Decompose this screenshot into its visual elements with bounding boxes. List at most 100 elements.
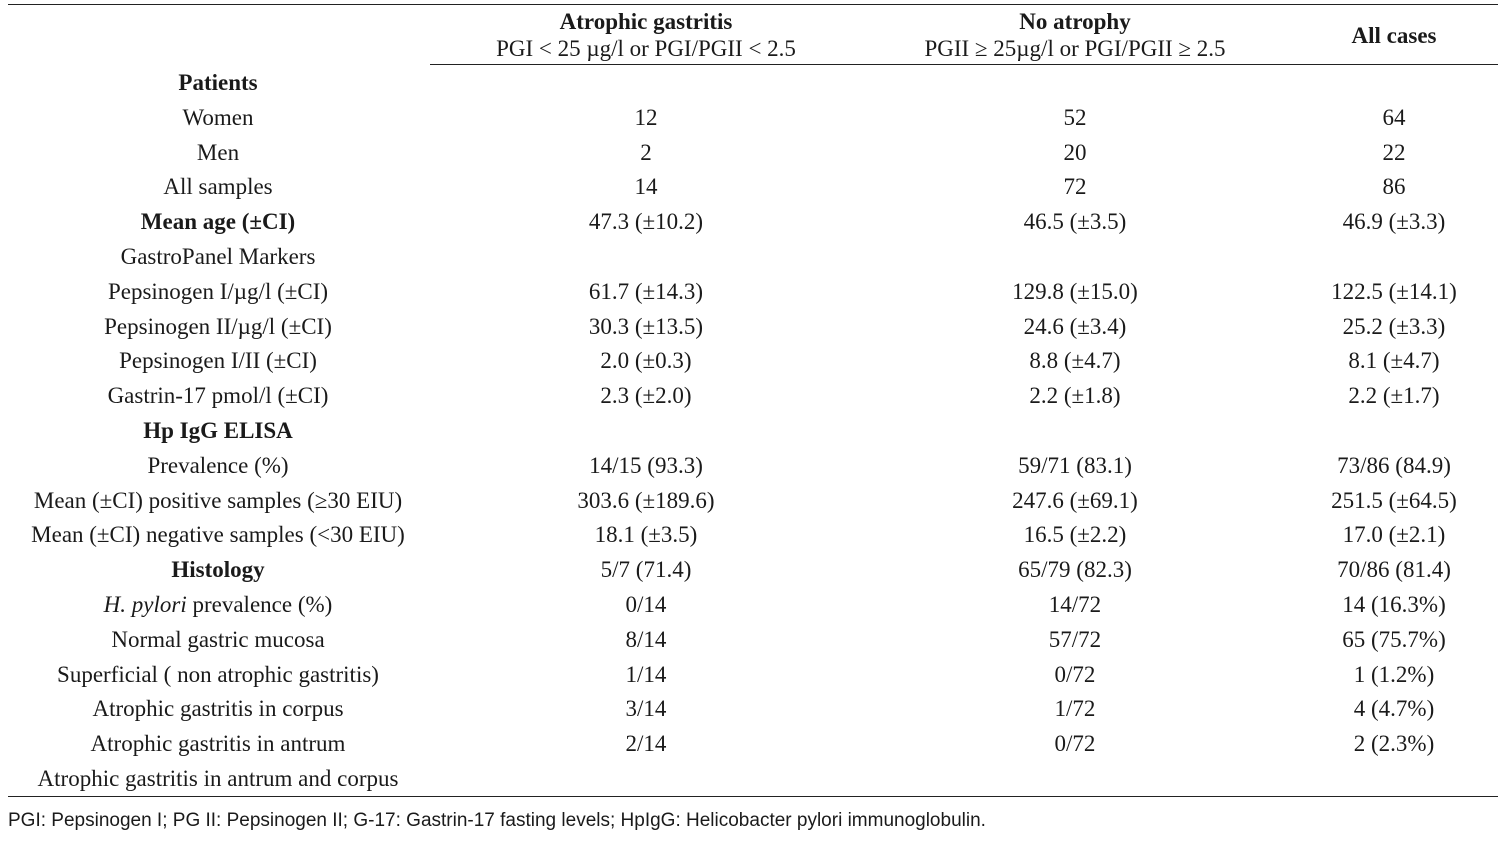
row-label-text: Hp IgG ELISA — [143, 417, 293, 443]
cell-atrophic-gastritis: 2/14 — [625, 731, 667, 757]
table-row: Superficial ( non atrophic gastritis) 1/1… — [0, 658, 1501, 693]
row-label-text: Mean age (±CI) — [140, 209, 296, 235]
table-row: Atrophic gastritis in antrum 2/14 0/72 2 (2… — [0, 727, 1501, 762]
cell-no-atrophy: 59/71 (83.1) — [1018, 452, 1132, 478]
table-body: Patients Women 12 52 64 Men 2 20 22 All samples 14… — [0, 66, 1501, 797]
row-label-text: Patients — [178, 70, 258, 95]
column-title: Atrophic gastritis — [559, 9, 733, 34]
row-label-text: Women — [182, 104, 254, 130]
cell-no-atrophy: 0/72 — [1054, 661, 1096, 687]
row-label: Gastrin-17 pmol/l (±CI) — [6, 379, 430, 414]
row-label-text: All samples — [163, 174, 273, 200]
table-row: Mean (±CI) negative samples (<30 EIU) 18.… — [0, 518, 1501, 553]
cell-no-atrophy: 247.6 (±69.1) — [1012, 487, 1138, 513]
cell-all-cases: 2.2 (±1.7) — [1348, 383, 1440, 409]
cell-atrophic-gastritis — [440, 240, 852, 275]
column-header-atrophic-gastritis: Atrophic gastritis PGI < 25 µg/l or PGI/… — [440, 8, 852, 62]
table-row: Prevalence (%) 14/15 (93.3) 59/71 (83.1) 73… — [0, 449, 1501, 484]
row-label-text: Pepsinogen I/µg/l (±CI) — [107, 278, 329, 304]
cell-atrophic-gastritis — [440, 762, 852, 797]
cell-no-atrophy — [860, 414, 1290, 449]
row-label: Histology — [6, 553, 430, 588]
cell-no-atrophy: 46.5 (±3.5) — [1023, 209, 1127, 235]
cell-no-atrophy: 2.2 (±1.8) — [1029, 383, 1121, 409]
row-label: Hp IgG ELISA — [6, 414, 430, 449]
row-label: Atrophic gastritis in antrum — [6, 727, 430, 762]
cell-atrophic-gastritis: 18.1 (±3.5) — [594, 522, 698, 548]
row-label: Men — [6, 136, 430, 171]
row-label-text: Atrophic gastritis in antrum and corpus — [37, 765, 399, 791]
row-label-text: Pepsinogen II/µg/l (±CI) — [104, 313, 332, 339]
cell-all-cases: 65 (75.7%) — [1342, 626, 1446, 652]
cell-atrophic-gastritis: 8/14 — [625, 626, 667, 652]
cell-all-cases — [1294, 66, 1494, 101]
row-label: Patients — [6, 66, 430, 101]
table-row: Men 2 20 22 — [0, 136, 1501, 171]
cell-atrophic-gastritis: 3/14 — [625, 696, 667, 722]
row-label: Pepsinogen I/µg/l (±CI) — [6, 275, 430, 310]
header-underline-rule — [430, 64, 1498, 65]
cell-atrophic-gastritis: 14 — [634, 174, 658, 200]
table-bottom-rule — [8, 796, 1498, 797]
cell-all-cases — [1294, 762, 1494, 797]
cell-all-cases: 251.5 (±64.5) — [1331, 487, 1457, 513]
column-header-all-cases: All cases — [1294, 22, 1494, 49]
cell-atrophic-gastritis — [440, 414, 852, 449]
column-header-no-atrophy: No atrophy PGII ≥ 25µg/l or PGI/PGII ≥ 2… — [860, 8, 1290, 62]
cell-all-cases: 46.9 (±3.3) — [1342, 209, 1446, 235]
row-label: Superficial ( non atrophic gastritis) — [6, 658, 430, 693]
cell-all-cases: 8.1 (±4.7) — [1348, 348, 1440, 374]
cell-all-cases — [1294, 414, 1494, 449]
table-row: Pepsinogen I/II (±CI) 2.0 (±0.3) 8.8 (±4.7… — [0, 344, 1501, 379]
cell-all-cases: 70/86 (81.4) — [1337, 557, 1451, 583]
cell-no-atrophy: 52 — [1063, 104, 1087, 130]
table-row: Gastrin-17 pmol/l (±CI) 2.3 (±2.0) 2.2 (±1… — [0, 379, 1501, 414]
row-label: Mean (±CI) negative samples (<30 EIU) — [6, 518, 430, 553]
row-label-text: Normal gastric mucosa — [111, 626, 325, 652]
cell-atrophic-gastritis: 2.0 (±0.3) — [600, 348, 692, 374]
row-label: Prevalence (%) — [6, 449, 430, 484]
table-row: Patients — [0, 66, 1501, 101]
table-row: Atrophic gastritis in antrum and corpus — [0, 762, 1501, 797]
row-label-text: Mean (±CI) positive samples (≥30 EIU) — [33, 487, 403, 513]
row-label: Atrophic gastritis in antrum and corpus — [6, 762, 430, 797]
cell-atrophic-gastritis: 1/14 — [625, 661, 667, 687]
row-label-text: GastroPanel Markers — [120, 243, 316, 269]
row-label-text: Gastrin-17 pmol/l (±CI) — [107, 383, 329, 409]
table-row: Histology 5/7 (71.4) 65/79 (82.3) 70/86 (81… — [0, 553, 1501, 588]
cell-atrophic-gastritis: 30.3 (±13.5) — [588, 313, 704, 339]
cell-atrophic-gastritis: 0/14 — [625, 591, 667, 617]
cell-all-cases: 86 — [1382, 174, 1406, 200]
row-label: GastroPanel Markers — [6, 240, 430, 275]
row-label-text: Histology — [171, 557, 265, 583]
column-subtitle: PGI < 25 µg/l or PGI/PGII < 2.5 — [496, 36, 796, 61]
cell-no-atrophy: 129.8 (±15.0) — [1012, 278, 1138, 304]
row-label-text: Pepsinogen I/II (±CI) — [119, 348, 317, 374]
cell-atrophic-gastritis: 303.6 (±189.6) — [577, 487, 715, 513]
cell-all-cases: 25.2 (±3.3) — [1342, 313, 1446, 339]
table-row: H. pylori prevalence (%) 0/14 14/72 14 (16.… — [0, 588, 1501, 623]
table-row: Atrophic gastritis in corpus 3/14 1/72 4 (4… — [0, 692, 1501, 727]
cell-atrophic-gastritis: 12 — [634, 104, 658, 130]
row-label-text: Mean (±CI) negative samples (<30 EIU) — [31, 522, 405, 548]
cell-atrophic-gastritis — [440, 66, 852, 101]
cell-all-cases — [1294, 240, 1494, 275]
row-label-text: Prevalence (%) — [147, 452, 289, 478]
cell-no-atrophy: 0/72 — [1054, 731, 1096, 757]
cell-all-cases: 64 — [1382, 104, 1406, 130]
cell-no-atrophy: 16.5 (±2.2) — [1023, 522, 1127, 548]
row-label-text: prevalence (%) — [186, 591, 333, 617]
row-label: Pepsinogen II/µg/l (±CI) — [6, 310, 430, 345]
cell-no-atrophy: 57/72 — [1048, 626, 1102, 652]
cell-all-cases: 122.5 (±14.1) — [1331, 278, 1457, 304]
row-label: Normal gastric mucosa — [6, 623, 430, 658]
cell-all-cases: 1 (1.2%) — [1353, 661, 1435, 687]
cell-atrophic-gastritis: 61.7 (±14.3) — [588, 278, 704, 304]
cell-no-atrophy: 1/72 — [1054, 696, 1096, 722]
row-label: All samples — [6, 170, 430, 205]
row-label-italic: H. pylori — [103, 591, 187, 617]
cell-no-atrophy — [860, 762, 1290, 797]
cell-no-atrophy: 8.8 (±4.7) — [1029, 348, 1121, 374]
cell-atrophic-gastritis: 47.3 (±10.2) — [588, 209, 704, 235]
table-row: Mean (±CI) positive samples (≥30 EIU) 303… — [0, 484, 1501, 519]
